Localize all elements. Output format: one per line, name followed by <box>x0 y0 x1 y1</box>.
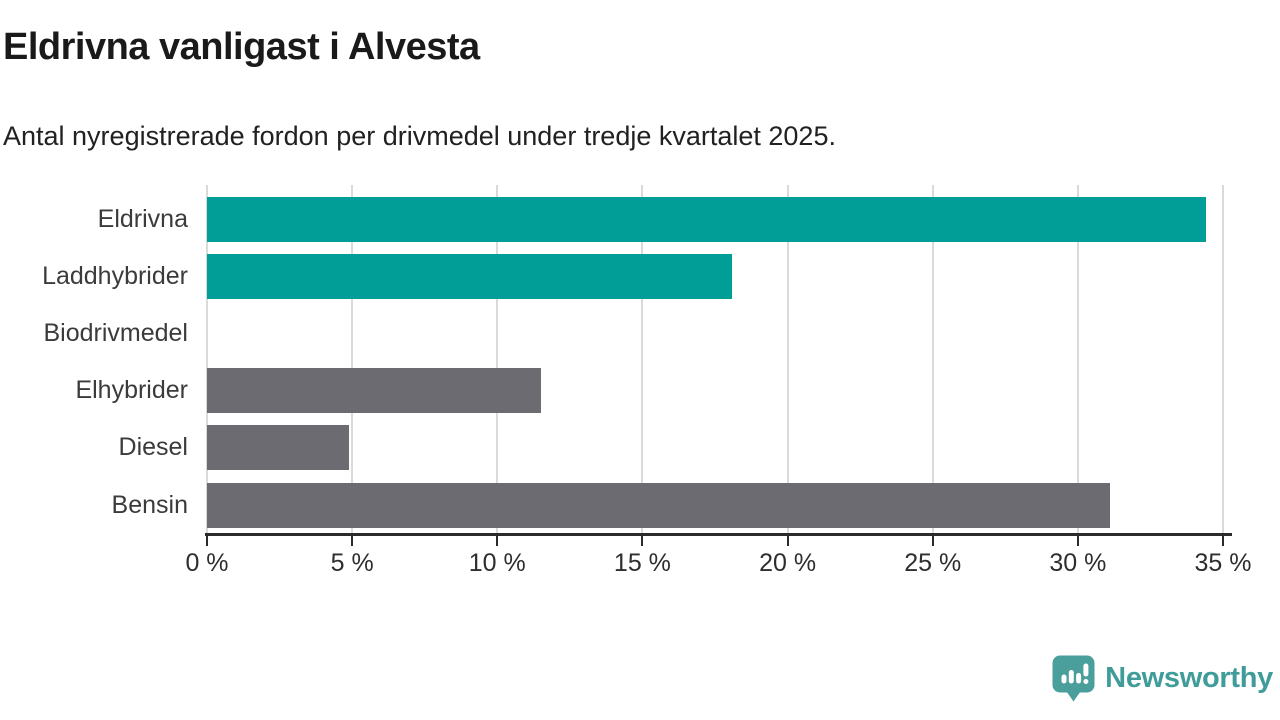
gridline <box>351 185 354 533</box>
bar-laddhybrider <box>207 253 733 299</box>
bar-elhybrider <box>207 368 541 414</box>
category-label: Elhybrider <box>75 376 188 405</box>
axis-tick <box>786 536 789 546</box>
bar-bensin <box>207 482 1110 528</box>
gridline <box>496 185 499 533</box>
page-subtitle: Antal nyregistrerade fordon per drivmede… <box>3 121 836 151</box>
gridline <box>1076 185 1079 533</box>
axis-tick-label: 15 % <box>613 549 671 577</box>
newsworthy-bar-chart-bubble-icon <box>1051 654 1096 703</box>
axis-tick <box>931 536 934 546</box>
x-axis-line <box>205 533 1232 536</box>
category-label: Diesel <box>118 433 188 462</box>
axis-tick <box>206 536 208 546</box>
category-labels: Eldrivna Laddhybrider Biodrivmedel Elhybrid… <box>0 185 190 533</box>
gridline <box>641 185 644 533</box>
gridline <box>1222 185 1224 533</box>
axis-tick-label: 10 % <box>468 549 526 577</box>
newsworthy-logo[interactable]: Newsworthy <box>1051 654 1273 703</box>
axis-tick <box>496 536 499 546</box>
newsworthy-wordmark: Newsworthy <box>1105 662 1273 694</box>
axis-tick <box>1076 536 1079 546</box>
category-label: Biodrivmedel <box>43 318 188 347</box>
gridline <box>206 185 208 533</box>
bar-eldrivna <box>207 196 1206 242</box>
axis-tick-label: 30 % <box>1049 549 1107 577</box>
axis-tick <box>351 536 354 546</box>
axis-tick-label: 35 % <box>1194 549 1252 577</box>
page-title: Eldrivna vanligast i Alvesta <box>3 26 480 68</box>
axis-tick <box>1222 536 1224 546</box>
axis-tick-label: 20 % <box>759 549 817 577</box>
gridline <box>931 185 934 533</box>
axis-tick-label: 25 % <box>904 549 962 577</box>
axis-tick-label: 0 % <box>185 549 229 577</box>
plot-area <box>206 185 1224 533</box>
category-label: Eldrivna <box>97 204 188 233</box>
category-label: Laddhybrider <box>42 261 188 290</box>
bar-diesel <box>207 425 350 471</box>
gridline <box>786 185 789 533</box>
axis-tick-label: 5 % <box>330 549 374 577</box>
axis-tick <box>641 536 644 546</box>
category-label: Bensin <box>111 490 188 519</box>
